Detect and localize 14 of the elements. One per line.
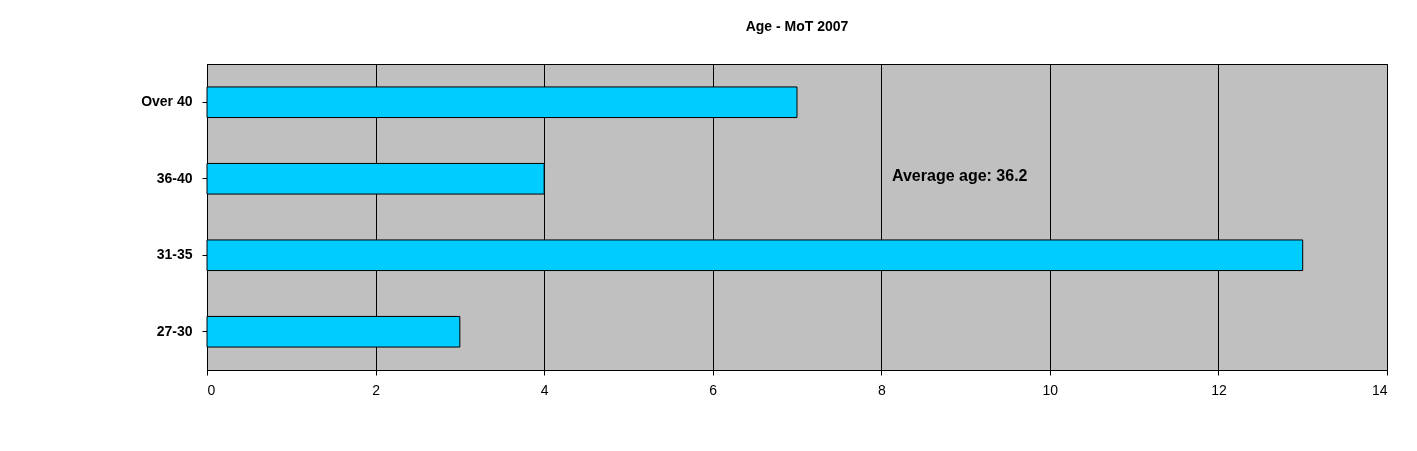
x-tick-label: 6	[709, 381, 718, 398]
x-tick-label: 4	[540, 381, 549, 398]
annotation: Average age: 36.2	[892, 167, 1028, 184]
x-tick-label: 10	[1042, 381, 1059, 398]
x-tick-label: 8	[877, 381, 886, 398]
x-tick-label: 2	[372, 381, 381, 398]
y-tick-label: 31-35	[156, 246, 193, 263]
x-tick-label: 14	[1371, 381, 1388, 398]
y-tick-label: Over 40	[141, 93, 193, 110]
chart-title: Age - MoT 2007	[745, 18, 849, 34]
y-tick-label: 27-30	[156, 322, 193, 339]
x-tick-label: 12	[1211, 381, 1227, 398]
y-tick-label: 36-40	[156, 169, 193, 186]
x-tick-label: 0	[207, 381, 216, 398]
